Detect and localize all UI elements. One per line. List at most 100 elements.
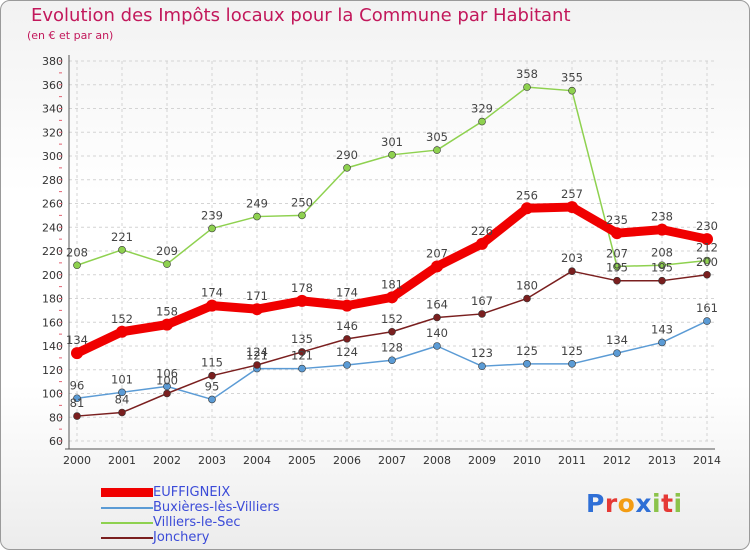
data-label: 207 <box>426 246 448 260</box>
y-tick-label: 100 <box>42 388 63 401</box>
y-tick-label: 60 <box>49 435 63 448</box>
data-point <box>568 360 576 368</box>
data-label: 249 <box>246 197 268 211</box>
data-point <box>298 364 306 373</box>
data-label: 290 <box>336 148 358 162</box>
data-point <box>478 362 486 370</box>
y-tick-label: 240 <box>42 221 63 234</box>
data-label: 164 <box>426 298 448 312</box>
data-label: 329 <box>471 102 493 116</box>
data-point <box>388 327 396 336</box>
proxiti-logo: Proxiti <box>586 489 683 518</box>
data-label: 174 <box>336 286 358 300</box>
data-label: 358 <box>516 67 538 81</box>
data-label: 181 <box>381 277 403 291</box>
data-point <box>296 294 308 307</box>
y-tick-label: 120 <box>42 364 63 377</box>
data-label: 125 <box>561 344 583 358</box>
y-tick-label: 300 <box>42 150 63 163</box>
data-label: 221 <box>111 230 133 244</box>
data-point <box>658 261 666 270</box>
x-tick-label: 2014 <box>693 454 721 467</box>
data-label: 121 <box>246 349 268 363</box>
legend-label: Jonchery <box>153 530 210 545</box>
data-point <box>476 237 488 250</box>
data-label: 208 <box>66 245 88 259</box>
data-point <box>163 260 171 268</box>
x-tick-label: 2012 <box>603 454 631 467</box>
data-label: 256 <box>516 188 538 202</box>
data-point <box>118 246 126 254</box>
data-label: 124 <box>336 345 358 359</box>
data-label: 208 <box>651 245 673 259</box>
data-point <box>341 299 353 312</box>
y-tick-label: 140 <box>42 340 63 353</box>
data-label: 146 <box>336 319 358 333</box>
data-point <box>613 276 621 285</box>
y-tick-label: 200 <box>42 269 63 282</box>
data-point <box>163 389 171 398</box>
data-label: 121 <box>291 349 313 363</box>
data-point <box>118 408 126 417</box>
data-label: 305 <box>426 130 448 144</box>
x-tick-label: 2013 <box>648 454 676 467</box>
data-label: 134 <box>606 333 628 347</box>
data-label: 230 <box>696 219 718 233</box>
x-tick-label: 2001 <box>108 454 136 467</box>
data-label: 301 <box>381 135 403 149</box>
data-label: 143 <box>651 322 673 336</box>
data-point <box>656 223 668 236</box>
data-point <box>703 270 711 279</box>
data-label: 200 <box>696 255 718 269</box>
legend-label: Villiers-le-Sec <box>153 515 241 530</box>
data-point <box>523 83 531 91</box>
data-label: 115 <box>201 356 223 370</box>
y-tick-label: 320 <box>42 126 63 139</box>
data-point <box>298 211 306 220</box>
data-point <box>73 394 81 403</box>
data-label: 203 <box>561 251 583 265</box>
y-tick-label: 160 <box>42 316 63 329</box>
x-tick-label: 2005 <box>288 454 316 467</box>
legend-label: EUFFIGNEIX <box>153 485 231 500</box>
data-label: 84 <box>115 393 130 407</box>
data-point <box>118 388 126 397</box>
data-point <box>703 256 711 265</box>
data-label: 152 <box>381 312 403 326</box>
legend-item: Buxières-lès-Villiers <box>101 500 279 515</box>
data-point <box>116 325 128 338</box>
data-point <box>206 299 218 312</box>
data-label: 239 <box>201 208 223 222</box>
data-label: 135 <box>291 332 313 346</box>
data-point <box>253 361 261 369</box>
legend-swatch <box>101 488 153 497</box>
y-tick-label: 380 <box>42 55 63 68</box>
x-tick-label: 2007 <box>378 454 406 467</box>
data-point <box>251 303 263 316</box>
chart-legend: EUFFIGNEIX Buxières-lès-Villiers Villiers-… <box>101 485 279 545</box>
legend-swatch <box>101 536 153 539</box>
data-label: 96 <box>70 378 85 392</box>
y-tick-label: 340 <box>42 103 63 116</box>
data-label: 195 <box>606 261 628 275</box>
data-point <box>433 146 441 154</box>
data-point <box>73 412 81 420</box>
data-point <box>611 227 623 240</box>
data-label: 355 <box>561 71 583 85</box>
data-point <box>523 360 531 368</box>
chart-subtitle: (en € et par an) <box>27 29 114 42</box>
data-label: 226 <box>471 224 493 238</box>
data-point <box>161 318 173 331</box>
data-label: 100 <box>156 374 178 388</box>
legend-label: Buxières-lès-Villiers <box>153 500 280 515</box>
data-point <box>613 349 621 357</box>
y-tick-label: 260 <box>42 198 63 211</box>
y-tick-label: 360 <box>42 79 63 92</box>
x-tick-label: 2009 <box>468 454 496 467</box>
data-label: 209 <box>156 244 178 258</box>
data-label: 152 <box>111 312 133 326</box>
x-tick-label: 2011 <box>558 454 586 467</box>
data-point <box>208 224 216 233</box>
data-label: 207 <box>606 246 628 260</box>
